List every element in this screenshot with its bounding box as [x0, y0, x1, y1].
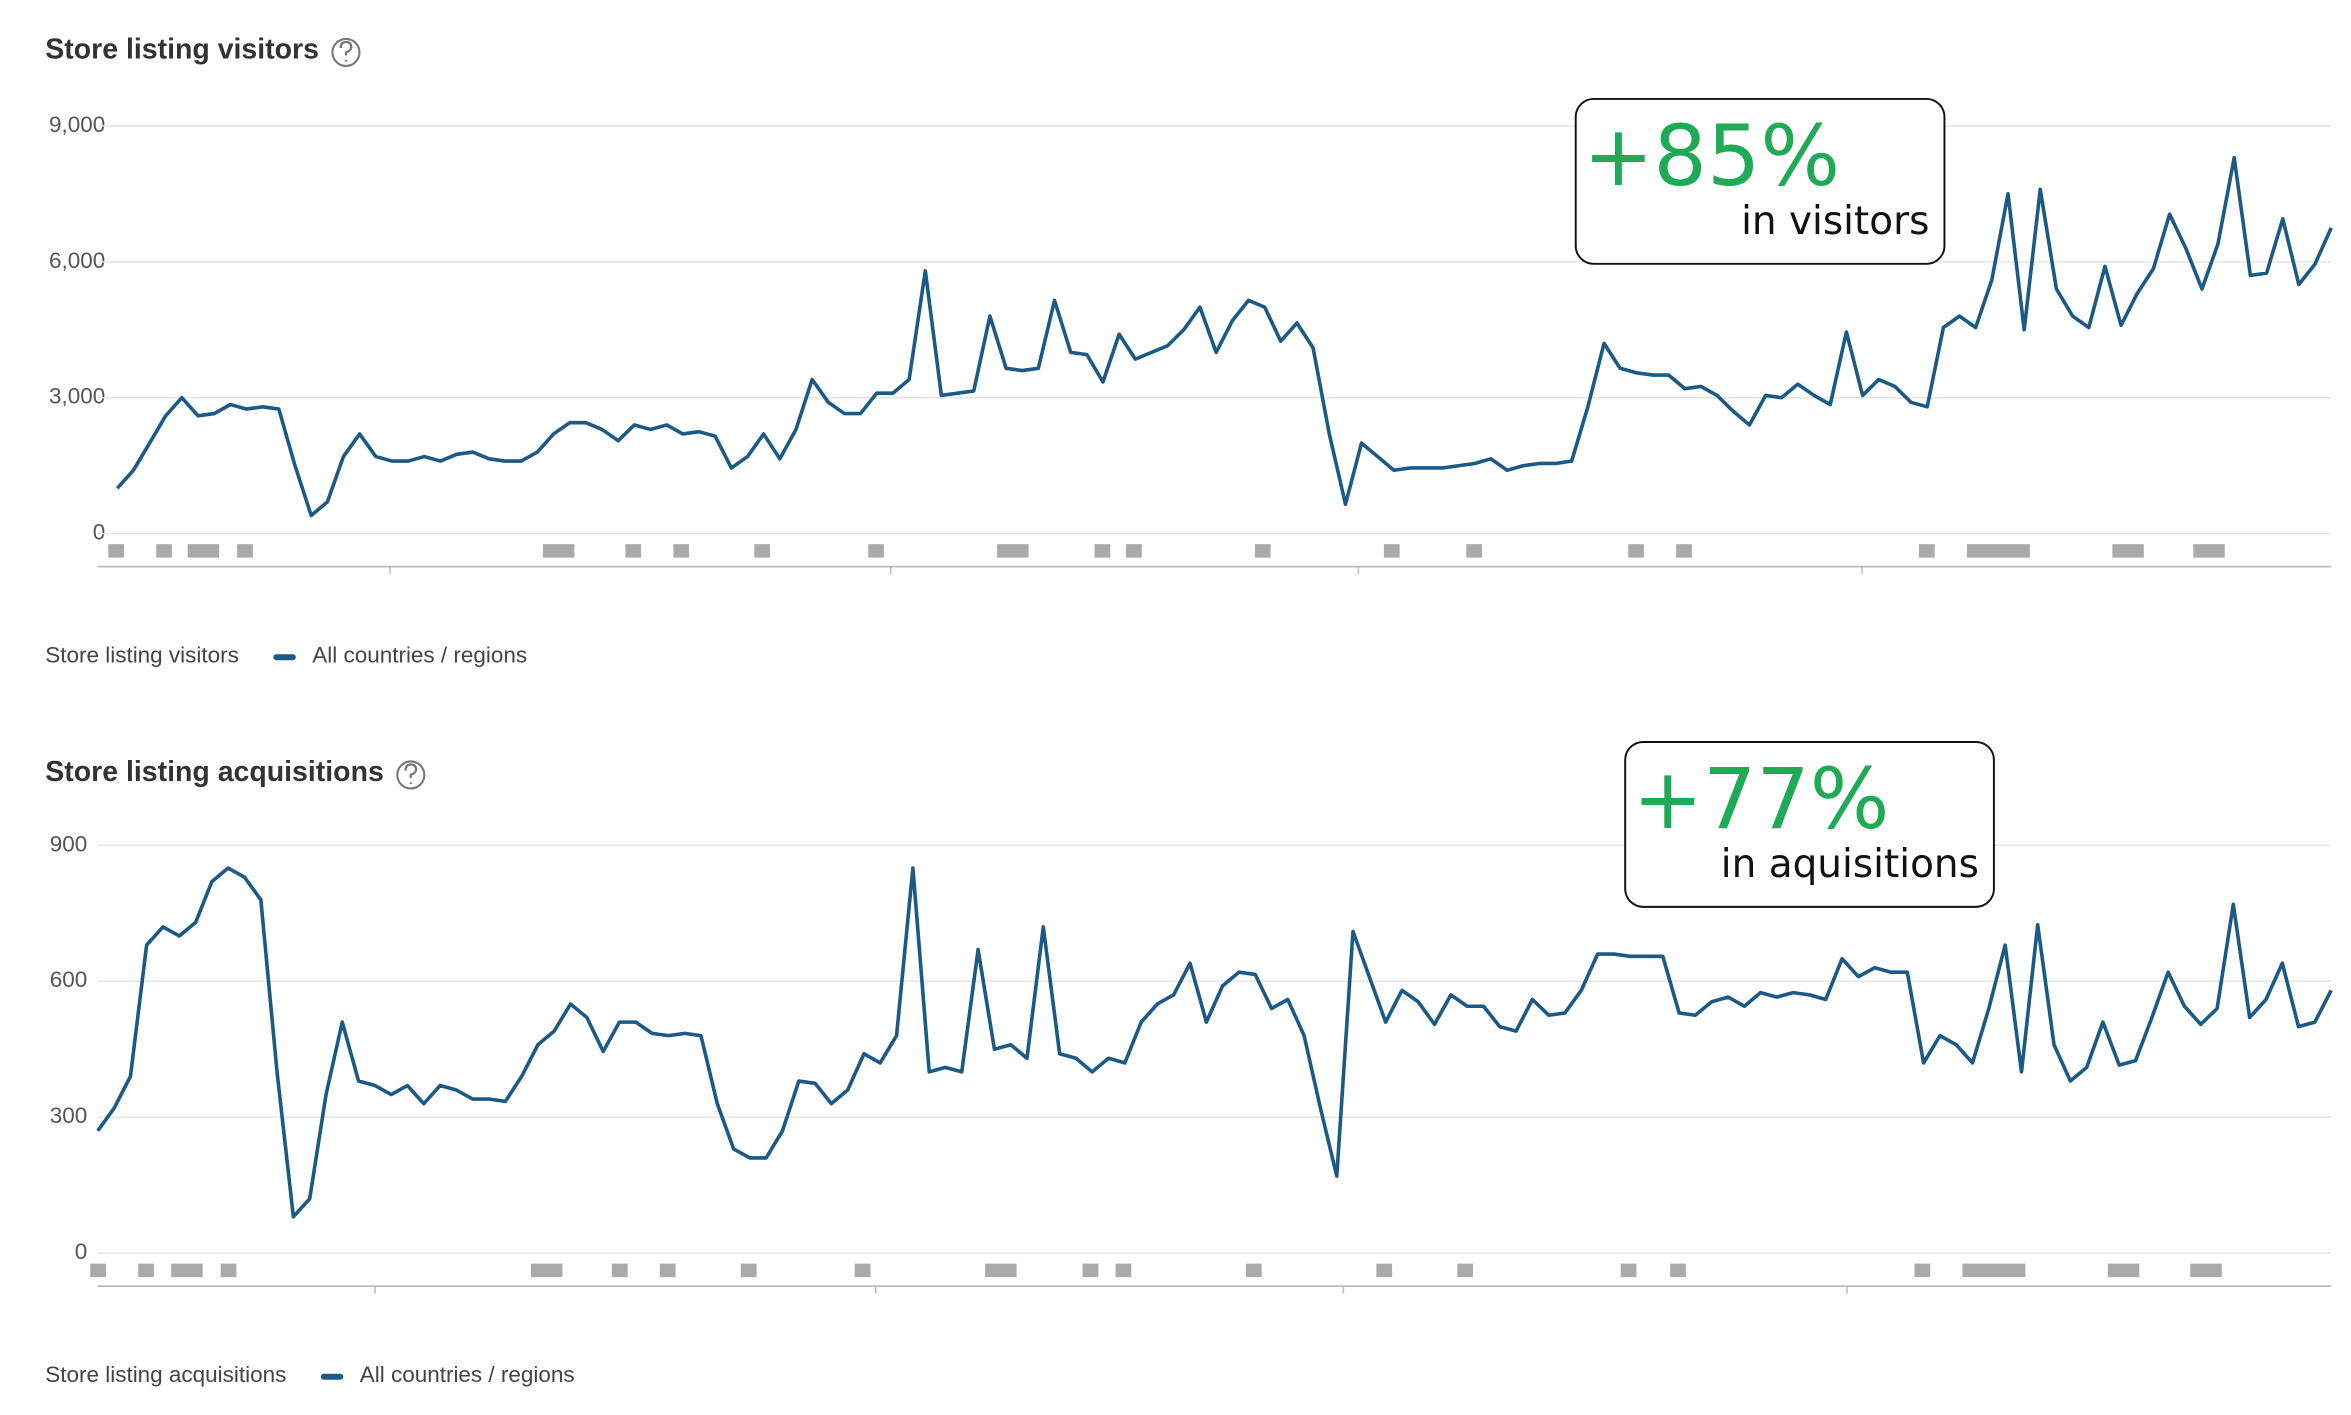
- event-marker[interactable]: [1620, 1263, 1637, 1278]
- event-marker[interactable]: [2190, 1263, 2222, 1278]
- event-marker[interactable]: [1628, 544, 1644, 558]
- data-line: [115, 155, 2333, 518]
- callout-headline: +85%: [1583, 107, 1840, 205]
- event-marker[interactable]: [530, 1263, 563, 1278]
- event-marker[interactable]: [1914, 1263, 1931, 1278]
- chart-title: Store listing acquisitions: [45, 756, 384, 788]
- event-marker[interactable]: [220, 1263, 237, 1278]
- event-marker[interactable]: [997, 544, 1029, 558]
- event-marker[interactable]: [108, 544, 124, 558]
- event-marker[interactable]: [625, 544, 642, 558]
- callout-box: [1574, 97, 1946, 265]
- y-tick-label: 600: [50, 967, 87, 992]
- callout-text: in aquisitions: [1721, 842, 1979, 887]
- event-marker[interactable]: [1466, 544, 1483, 558]
- callout-text: in visitors: [1741, 199, 1929, 244]
- y-tick-label: 6,000: [49, 248, 105, 273]
- event-marker[interactable]: [2107, 1263, 2140, 1278]
- event-marker[interactable]: [754, 544, 771, 558]
- event-marker[interactable]: [1962, 1263, 2026, 1278]
- help-icon-glyph: [339, 40, 353, 62]
- event-marker[interactable]: [1918, 544, 1935, 558]
- event-marker[interactable]: [1094, 544, 1111, 558]
- legend-title: Store listing acquisitions: [45, 1362, 286, 1387]
- help-icon[interactable]: [396, 760, 426, 790]
- legend-swatch: [320, 1373, 344, 1380]
- event-marker[interactable]: [1966, 544, 2030, 558]
- legend-entry: All countries / regions: [360, 1362, 575, 1387]
- event-marker[interactable]: [854, 1263, 871, 1278]
- event-marker[interactable]: [1245, 1263, 1262, 1278]
- y-tick-label: 0: [93, 520, 106, 545]
- event-marker[interactable]: [2193, 544, 2225, 558]
- y-tick-label: 900: [50, 831, 87, 856]
- event-marker[interactable]: [1676, 544, 1692, 558]
- event-marker[interactable]: [1126, 544, 1142, 558]
- event-marker[interactable]: [611, 1263, 628, 1278]
- event-marker[interactable]: [187, 544, 220, 558]
- legend-entry: All countries / regions: [312, 642, 527, 667]
- event-marker[interactable]: [673, 544, 690, 558]
- y-tick-label: 9,000: [49, 112, 105, 137]
- legend-title: Store listing visitors: [45, 642, 239, 667]
- event-marker[interactable]: [985, 1263, 1017, 1278]
- event-marker[interactable]: [868, 544, 884, 558]
- callout-headline: +77%: [1633, 750, 1890, 848]
- event-marker[interactable]: [1670, 1263, 1686, 1278]
- event-marker[interactable]: [1457, 1263, 1474, 1278]
- chart-title: Store listing visitors: [45, 33, 319, 65]
- event-marker[interactable]: [1082, 1263, 1099, 1278]
- event-marker[interactable]: [542, 544, 575, 558]
- event-marker[interactable]: [171, 1263, 203, 1278]
- event-marker[interactable]: [1376, 1263, 1393, 1278]
- event-marker[interactable]: [156, 544, 172, 558]
- help-icon[interactable]: [331, 37, 361, 68]
- y-tick-label: 3,000: [49, 384, 105, 409]
- event-marker[interactable]: [659, 1263, 676, 1278]
- y-tick-label: 300: [50, 1103, 87, 1128]
- event-marker[interactable]: [1254, 544, 1271, 558]
- event-marker[interactable]: [2112, 544, 2144, 558]
- data-line: [96, 866, 2333, 1219]
- event-marker[interactable]: [237, 544, 253, 558]
- event-marker[interactable]: [138, 1263, 154, 1278]
- help-icon-glyph: [404, 763, 418, 784]
- y-tick-label: 0: [75, 1239, 88, 1264]
- event-marker[interactable]: [1115, 1263, 1132, 1278]
- event-marker[interactable]: [90, 1263, 107, 1278]
- legend-swatch: [273, 654, 296, 661]
- callout-box: [1624, 741, 1995, 908]
- event-marker[interactable]: [1383, 544, 1400, 558]
- event-marker[interactable]: [740, 1263, 757, 1278]
